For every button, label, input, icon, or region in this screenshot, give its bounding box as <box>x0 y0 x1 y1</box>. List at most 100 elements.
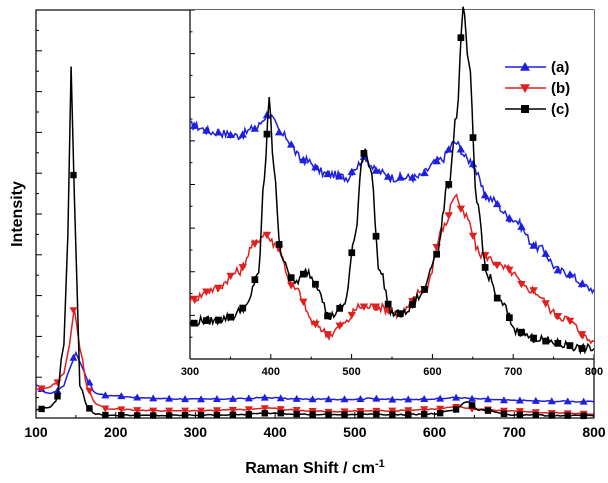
inset-data-point-1 <box>577 331 587 339</box>
legend-marker <box>521 105 529 113</box>
main-data-point-0 <box>372 394 381 402</box>
main-data-point-2 <box>245 411 253 418</box>
y-axis-title: Intensity <box>9 181 26 247</box>
inset-x-tick-label: 300 <box>181 366 199 378</box>
main-plot: 100 200 300 400 500 600 700 800 <box>24 9 606 440</box>
inset-data-point-1 <box>214 284 223 293</box>
inset-data-point-1 <box>493 261 502 270</box>
main-data-point-0 <box>404 395 413 403</box>
inset-data-point-0 <box>311 163 320 171</box>
legend-marker <box>520 84 530 93</box>
main-data-point-0 <box>356 395 365 403</box>
main-data-point-1 <box>117 406 126 414</box>
main-data-point-0 <box>117 392 126 400</box>
main-data-point-2 <box>149 412 157 419</box>
inset-data-point-1 <box>517 281 526 289</box>
main-data-point-2 <box>70 171 77 179</box>
inset-x-tick-label: 800 <box>585 366 603 378</box>
main-data-point-0 <box>579 397 588 405</box>
main-data-point-0 <box>85 378 94 386</box>
main-x-tick-label: 700 <box>503 424 527 440</box>
main-data-point-0 <box>452 393 461 401</box>
main-data-point-2 <box>564 412 571 419</box>
main-data-point-2 <box>468 402 476 409</box>
inset-data-point-0 <box>432 156 441 165</box>
inset-data-point-2 <box>263 130 271 138</box>
inset-data-point-0 <box>480 190 490 199</box>
main-data-point-0 <box>468 394 477 402</box>
main-data-point-0 <box>388 395 397 403</box>
inset-data-point-0 <box>565 270 575 278</box>
main-axes-group: 100 200 300 400 500 600 700 800 <box>24 9 606 440</box>
inset-x-tick-label: 500 <box>342 366 360 378</box>
inset-series-line-2 <box>189 6 595 356</box>
inset-data-point-2 <box>360 150 368 157</box>
inset-data-point-0 <box>238 130 247 138</box>
inset-data-point-2 <box>518 328 525 336</box>
x-axis-title-text: Raman Shift / cm <box>245 460 375 477</box>
main-data-point-1 <box>436 405 445 413</box>
inset-data-point-2 <box>275 241 283 248</box>
main-data-point-0 <box>515 396 524 404</box>
inset-data-point-1 <box>299 298 308 306</box>
main-data-point-0 <box>228 394 237 402</box>
inset-series-group <box>189 6 595 356</box>
main-data-point-0 <box>324 395 333 403</box>
main-series-group <box>35 66 595 420</box>
inset-data-point-2 <box>566 342 574 349</box>
main-data-point-2 <box>389 411 396 418</box>
inset-data-point-1 <box>202 288 211 296</box>
inset-data-point-1 <box>262 231 272 240</box>
main-data-point-0 <box>563 397 572 405</box>
main-data-point-2 <box>293 410 300 418</box>
inset-data-point-2 <box>203 317 210 324</box>
inset-data-point-2 <box>530 334 537 342</box>
legend-label: (c) <box>551 101 569 118</box>
main-data-point-0 <box>420 394 429 402</box>
main-data-point-2 <box>213 411 221 419</box>
inset-data-point-2 <box>215 316 222 324</box>
inset-data-point-0 <box>287 140 296 148</box>
inset-data-point-1 <box>359 303 369 311</box>
main-data-point-0 <box>133 393 142 401</box>
inset-data-point-2 <box>227 313 234 321</box>
inset-data-point-0 <box>347 167 357 176</box>
main-data-point-0 <box>547 397 556 405</box>
main-data-point-0 <box>181 395 190 403</box>
main-data-point-0 <box>276 394 285 402</box>
inset-data-point-2 <box>239 304 247 312</box>
main-data-point-2 <box>516 411 524 418</box>
inset-plot: 300 400 500 600 700 800 <box>181 6 603 378</box>
main-data-point-1 <box>244 406 253 414</box>
main-data-point-2 <box>357 411 364 418</box>
inset-data-point-1 <box>565 317 575 326</box>
main-data-point-0 <box>308 395 317 403</box>
main-data-point-0 <box>212 395 221 403</box>
inset-data-point-0 <box>323 169 332 178</box>
inset-data-point-0 <box>529 241 538 249</box>
main-data-point-2 <box>341 411 348 418</box>
inset-data-point-1 <box>468 232 478 241</box>
inset-data-point-0 <box>383 172 393 180</box>
inset-data-point-0 <box>408 173 417 181</box>
inset-data-point-2 <box>554 340 562 347</box>
inset-x-tick-label: 600 <box>423 366 441 378</box>
main-data-point-0 <box>436 394 445 402</box>
inset-data-point-2 <box>433 250 441 258</box>
inset-data-point-1 <box>347 311 357 320</box>
main-data-point-2 <box>102 411 109 419</box>
inset-data-point-1 <box>238 264 247 272</box>
main-data-point-2 <box>86 405 93 412</box>
main-data-point-1 <box>420 406 429 414</box>
main-data-point-1 <box>292 406 301 414</box>
legend: (a) (b) (c) <box>505 59 570 118</box>
main-data-point-1 <box>228 406 237 414</box>
main-data-point-2 <box>54 393 61 400</box>
main-data-point-1 <box>133 407 142 415</box>
inset-data-point-0 <box>335 172 344 180</box>
inset-data-point-2 <box>287 274 295 282</box>
inset-data-point-2 <box>578 345 586 352</box>
main-data-point-2 <box>165 412 173 419</box>
main-data-point-0 <box>483 395 492 403</box>
main-x-tick-label: 500 <box>343 424 367 440</box>
